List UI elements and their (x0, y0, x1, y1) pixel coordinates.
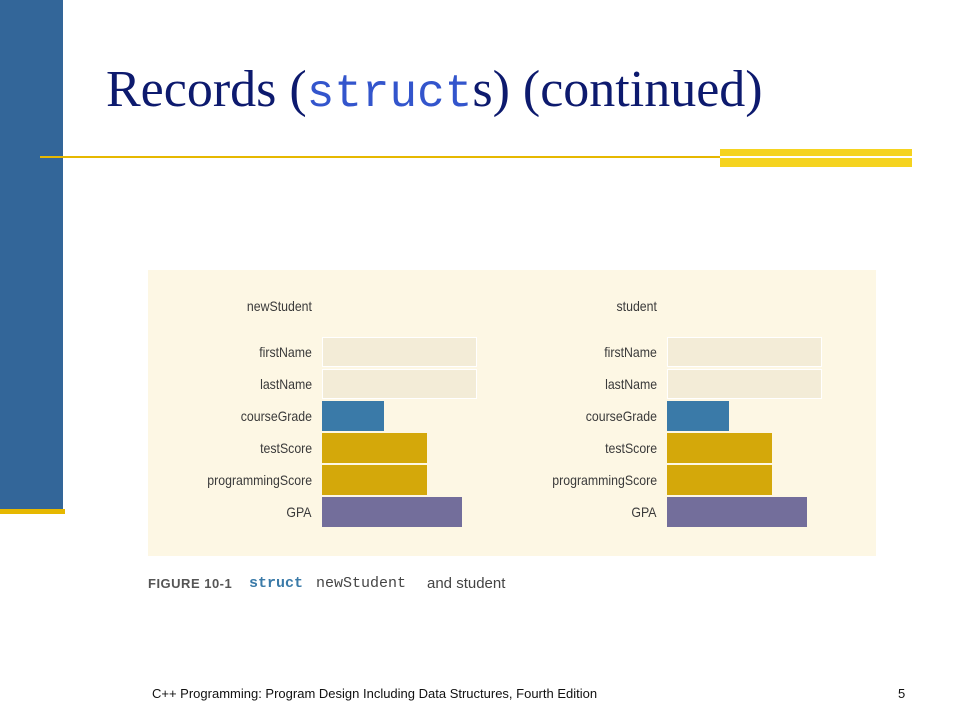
field-memory-box (667, 337, 822, 367)
field-memory-box (322, 433, 427, 463)
struct-diagram-student: student firstName lastName courseGrade test… (493, 270, 833, 556)
field-label: lastName (605, 375, 657, 393)
title-rule-accent (720, 149, 912, 167)
title-suffix: s) (continued) (472, 61, 762, 118)
field-label: lastName (260, 375, 312, 393)
figure-caption-text: and student (427, 575, 505, 592)
figure-caption-number: FIGURE 10-1 (148, 576, 232, 591)
figure-caption-keyword: struct (249, 575, 303, 592)
field-label: programmingScore (207, 471, 312, 489)
field-memory-box (322, 369, 477, 399)
field-label: testScore (260, 439, 312, 457)
field-memory-box (667, 497, 807, 527)
field-label: testScore (605, 439, 657, 457)
left-accent-bar (0, 0, 63, 512)
field-memory-box (667, 369, 822, 399)
field-label: GPA (287, 503, 312, 521)
figure-panel: newStudent firstName lastName courseGrade t… (148, 270, 876, 556)
field-label: GPA (632, 503, 657, 521)
field-memory-box (322, 497, 462, 527)
struct-name: newStudent (247, 298, 312, 314)
field-label: firstName (604, 343, 657, 361)
field-label: programmingScore (552, 471, 657, 489)
title-code: struct (307, 68, 473, 120)
slide-footer: C++ Programming: Program Design Includin… (152, 686, 597, 701)
field-memory-box (322, 337, 477, 367)
field-memory-box (667, 401, 729, 431)
left-accent-underline (0, 509, 65, 514)
slide-title: Records (structs) (continued) (106, 58, 763, 126)
field-memory-box (322, 465, 427, 495)
figure-caption-identifier: newStudent (316, 575, 406, 592)
title-prefix: Records ( (106, 61, 307, 118)
struct-diagram-newstudent: newStudent firstName lastName courseGrade t… (148, 270, 488, 556)
page-number: 5 (898, 686, 905, 701)
field-memory-box (667, 433, 772, 463)
field-label: courseGrade (241, 407, 312, 425)
field-label: courseGrade (586, 407, 657, 425)
struct-name: student (617, 298, 657, 314)
field-memory-box (667, 465, 772, 495)
field-memory-box (322, 401, 384, 431)
field-label: firstName (259, 343, 312, 361)
